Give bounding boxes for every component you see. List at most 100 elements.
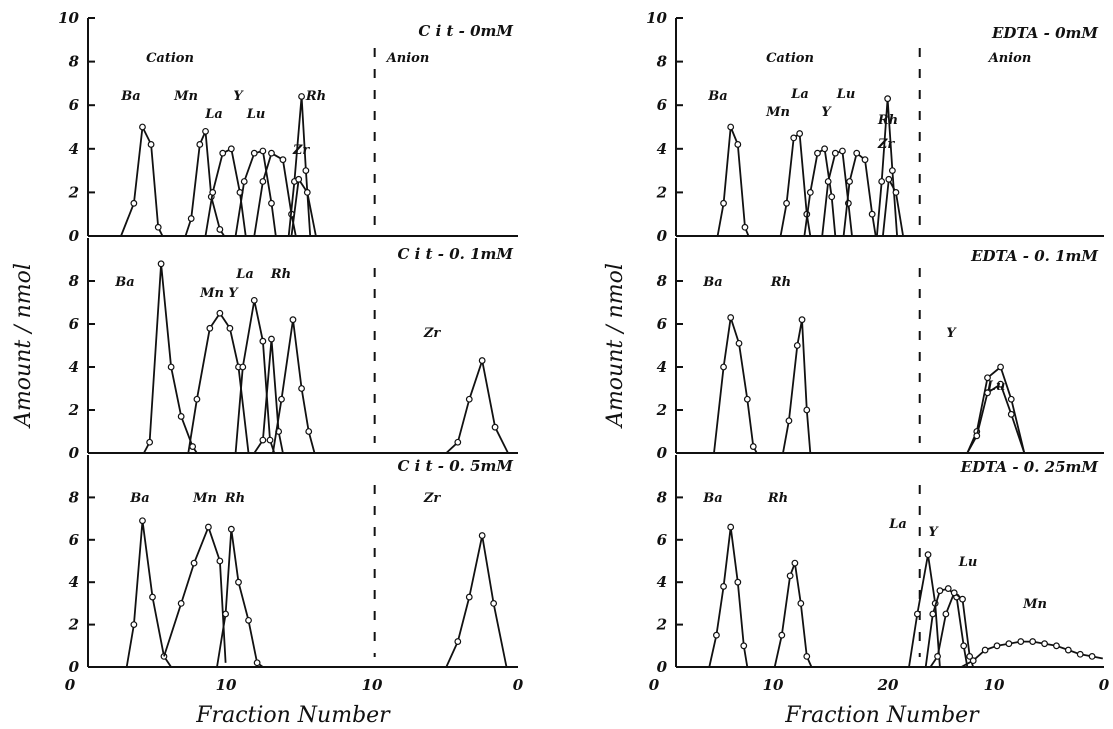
y-tick-label: 4: [69, 573, 79, 591]
series-label-ba: Ba: [120, 89, 140, 104]
data-point-lu: [861, 156, 869, 164]
data-point-rh: [888, 167, 896, 175]
data-point-mn: [969, 657, 977, 665]
data-point-mn: [226, 324, 234, 332]
data-point-y: [997, 363, 1004, 371]
data-point-lu: [259, 178, 267, 185]
series-label-mn: Mn: [192, 491, 217, 506]
y-tick-label: 8: [69, 272, 80, 290]
data-point-zr: [892, 188, 900, 196]
series-line-rh: [773, 562, 813, 668]
data-point-lu: [846, 178, 853, 185]
data-point-lu: [853, 149, 861, 157]
series-line-ba: [713, 316, 758, 454]
data-point-la: [913, 610, 921, 618]
data-point-la: [828, 193, 836, 201]
series-line-y: [234, 150, 277, 237]
data-point-ba: [139, 517, 146, 525]
data-point-rh: [798, 316, 806, 324]
y-tick-label: 8: [657, 272, 668, 290]
x-axis-label-right: Fraction Number: [784, 703, 980, 728]
y-tick-label: 0: [69, 658, 80, 676]
data-point-mn: [177, 600, 185, 607]
data-point-rh: [298, 385, 305, 392]
data-point-zr: [478, 532, 486, 539]
data-point-zr: [478, 357, 486, 364]
data-point-rh: [778, 631, 786, 639]
x-tick-label: 20: [877, 676, 899, 694]
series-line-ba: [143, 262, 198, 454]
data-point-rh: [289, 316, 297, 324]
series-label-ba: Ba: [702, 491, 722, 506]
data-point-rh: [884, 95, 892, 103]
data-point-zr: [465, 395, 473, 403]
data-point-zr: [454, 438, 462, 446]
x-tick-label: 0: [513, 676, 524, 694]
series-label-lu: Lu: [836, 87, 856, 102]
data-point-rh: [793, 342, 801, 349]
series-label-mn: Mn: [765, 105, 790, 120]
data-point-lu: [959, 595, 966, 603]
y-tick-label: 0: [657, 227, 668, 245]
data-point-lu: [268, 149, 275, 157]
data-point-lu: [973, 432, 981, 440]
data-point-mn: [1017, 638, 1025, 645]
data-point-mn: [216, 309, 224, 317]
data-point-rh: [245, 616, 252, 624]
data-point-rh: [235, 578, 242, 586]
data-point-zr: [491, 423, 499, 431]
region-label-anion-right: Anion: [987, 51, 1032, 66]
panel-1-1: 8 6 4 2 0 Ba Rh Y Lu: [656, 238, 1104, 462]
data-point-zr: [303, 188, 311, 196]
data-point-ba: [147, 141, 155, 148]
series-label-lu: Lu: [246, 107, 266, 122]
data-point-y: [1007, 395, 1015, 403]
data-point-mn: [193, 395, 201, 403]
data-point-lu: [984, 389, 991, 397]
data-point-ba: [727, 123, 735, 131]
series-line-ba: [125, 519, 172, 668]
y-tick-label: 4: [69, 140, 79, 158]
y-tick-label: 8: [69, 488, 80, 506]
data-point-y: [839, 147, 846, 155]
y-tick-label: 0: [69, 227, 80, 245]
series-label-ba: Ba: [702, 275, 722, 290]
series-line-mn: [163, 526, 227, 663]
series-line-rh: [272, 318, 316, 454]
data-point-ba: [146, 438, 154, 446]
data-point-mn: [190, 559, 198, 567]
series-line-la: [803, 147, 837, 237]
data-point-y: [259, 436, 267, 444]
data-point-y: [824, 178, 832, 185]
series-label-zr: Zr: [423, 326, 441, 341]
panel-0-1: 8 6 4 2 0 Ba Mn La Y Rh Zr: [68, 238, 518, 462]
y-tick-label: 0: [657, 444, 668, 462]
panel-0-0: 10 8 6 4 2 0 Ba Mn La YLu Rh Zr: [58, 9, 518, 245]
panel-title-cit-0: C i t - 0mM: [418, 22, 513, 40]
data-point-mn: [1005, 640, 1013, 648]
data-point-mn: [187, 215, 195, 222]
data-point-la: [250, 296, 258, 304]
series-label-lu: Lu: [958, 555, 978, 570]
panel-title-edta-0: EDTA - 0mM: [991, 24, 1098, 42]
series-label-rh: Rh: [224, 491, 245, 506]
data-point-rh: [791, 559, 799, 567]
data-point-y: [944, 585, 952, 592]
data-point-ba: [720, 199, 727, 207]
data-point-y: [936, 587, 944, 595]
data-point-rh: [227, 525, 235, 533]
y-tick-label: 10: [58, 9, 79, 27]
x-tick-label: 10: [763, 676, 784, 694]
y-tick-label: 8: [69, 53, 80, 71]
data-point-rh: [878, 178, 886, 185]
series-label-y: Y: [821, 105, 832, 120]
y-tick-label: 0: [69, 444, 80, 462]
panel-title-edta-01: EDTA - 0. 1mM: [970, 247, 1098, 265]
data-point-la: [219, 149, 227, 157]
data-point-mn: [1064, 646, 1072, 654]
series-line-la: [908, 553, 941, 668]
